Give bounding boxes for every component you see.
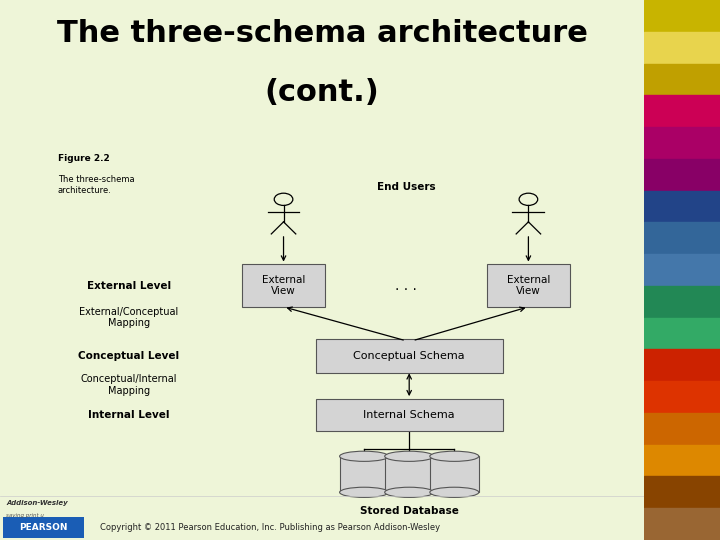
Bar (644, 159, 720, 191)
Text: External Level: External Level (87, 281, 171, 291)
Bar (644, 286, 720, 318)
Bar (644, 318, 720, 349)
Bar (644, 64, 720, 95)
FancyBboxPatch shape (3, 517, 84, 538)
Ellipse shape (430, 487, 479, 497)
Text: (cont.): (cont.) (265, 78, 379, 107)
Bar (644, 32, 720, 64)
Text: Addison-Wesley: Addison-Wesley (6, 500, 68, 505)
Bar (644, 413, 720, 445)
Bar (644, 254, 720, 286)
Bar (644, 445, 720, 476)
Bar (644, 476, 720, 508)
Text: End Users: End Users (377, 183, 436, 192)
Ellipse shape (384, 451, 433, 461)
Text: Copyright © 2011 Pearson Education, Inc. Publishing as Pearson Addison-Wesley: Copyright © 2011 Pearson Education, Inc.… (100, 523, 440, 532)
Text: External/Conceptual
Mapping: External/Conceptual Mapping (79, 307, 179, 328)
Bar (384, 456, 433, 492)
FancyBboxPatch shape (316, 339, 503, 373)
Text: The three-schema architecture: The three-schema architecture (57, 19, 588, 48)
Bar (644, 127, 720, 159)
Bar (644, 0, 720, 32)
Ellipse shape (340, 451, 389, 461)
Ellipse shape (340, 487, 389, 497)
Text: External
View: External View (507, 275, 550, 296)
Ellipse shape (384, 487, 433, 497)
Text: Conceptual Schema: Conceptual Schema (354, 350, 465, 361)
Bar (644, 222, 720, 254)
Bar (644, 191, 720, 222)
Text: . . .: . . . (395, 279, 417, 293)
Text: PEARSON: PEARSON (19, 523, 68, 532)
Ellipse shape (430, 451, 479, 461)
Text: Internal Level: Internal Level (88, 410, 170, 420)
Text: Internal Schema: Internal Schema (364, 410, 455, 420)
Bar (644, 508, 720, 540)
Text: Conceptual Level: Conceptual Level (78, 350, 179, 361)
Text: saving print u: saving print u (6, 514, 45, 518)
Text: The three-schema
architecture.: The three-schema architecture. (58, 176, 135, 195)
Bar (644, 95, 720, 127)
FancyBboxPatch shape (242, 265, 325, 307)
FancyBboxPatch shape (487, 265, 570, 307)
Bar (340, 456, 389, 492)
Text: Stored Database: Stored Database (360, 506, 459, 516)
Text: Figure 2.2: Figure 2.2 (58, 154, 109, 163)
Bar (644, 349, 720, 381)
Text: Conceptual/Internal
Mapping: Conceptual/Internal Mapping (81, 374, 177, 396)
Text: External
View: External View (262, 275, 305, 296)
Bar (430, 456, 479, 492)
FancyBboxPatch shape (316, 399, 503, 431)
Bar (644, 381, 720, 413)
